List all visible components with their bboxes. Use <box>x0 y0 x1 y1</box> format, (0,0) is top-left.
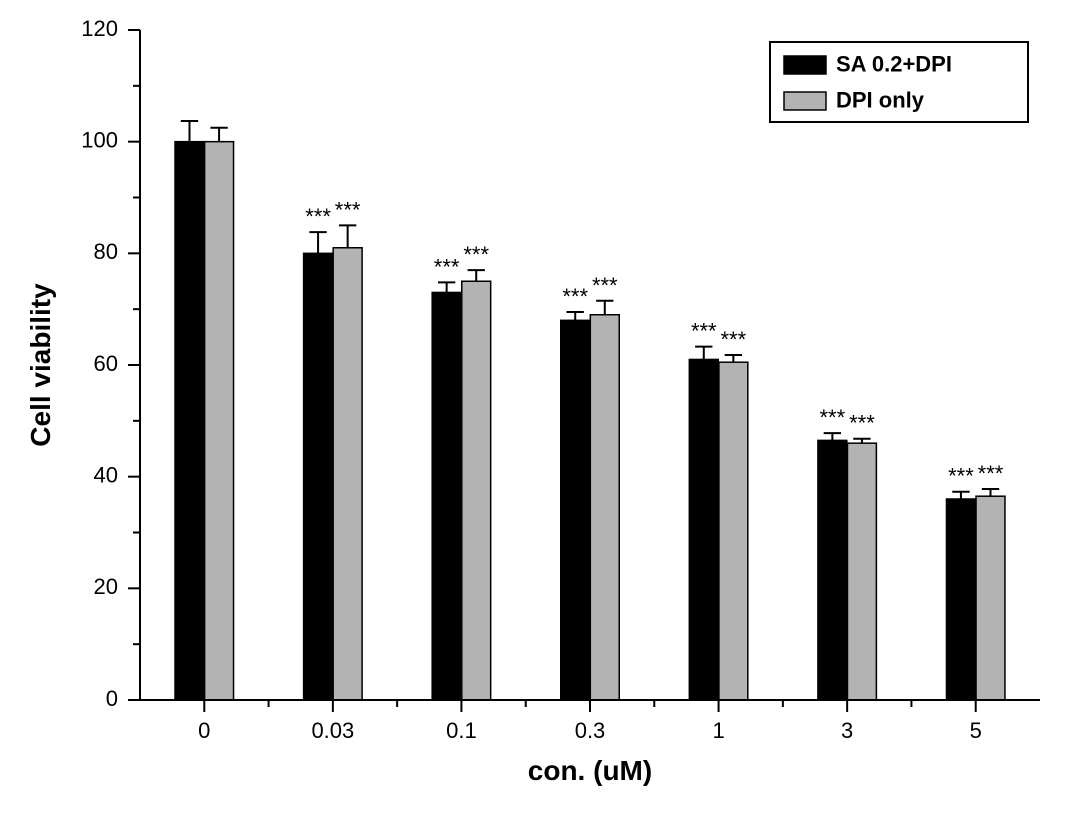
bar <box>946 499 975 700</box>
bar <box>432 292 461 700</box>
bar <box>719 362 748 700</box>
significance-annotation: *** <box>849 411 875 436</box>
bar <box>847 443 876 700</box>
significance-annotation: *** <box>691 319 717 344</box>
bar <box>175 142 204 700</box>
y-tick-label: 20 <box>94 574 118 599</box>
significance-annotation: *** <box>305 204 331 229</box>
significance-annotation: *** <box>820 405 846 430</box>
bar <box>689 359 718 700</box>
y-axis-label: Cell viability <box>25 283 56 447</box>
x-tick-label: 0.03 <box>311 718 354 743</box>
significance-annotation: *** <box>562 284 588 309</box>
bar <box>818 440 847 700</box>
y-tick-label: 120 <box>81 16 118 41</box>
bar <box>561 320 590 700</box>
bar <box>205 142 234 700</box>
legend-swatch <box>784 56 826 74</box>
significance-annotation: *** <box>434 254 460 279</box>
legend-label: SA 0.2+DPI <box>836 51 952 76</box>
significance-annotation: *** <box>592 273 618 298</box>
significance-annotation: *** <box>721 327 747 352</box>
y-tick-label: 60 <box>94 351 118 376</box>
chart-svg: 02040608010012000.03******0.1******0.3**… <box>0 0 1084 828</box>
chart-container: 02040608010012000.03******0.1******0.3**… <box>0 0 1084 828</box>
x-tick-label: 0 <box>198 718 210 743</box>
x-axis-label: con. (uM) <box>528 755 652 786</box>
bar <box>304 253 333 700</box>
x-tick-label: 1 <box>712 718 724 743</box>
significance-annotation: *** <box>463 242 489 267</box>
x-tick-label: 0.1 <box>446 718 477 743</box>
bar <box>333 248 362 700</box>
y-tick-label: 80 <box>94 239 118 264</box>
y-tick-label: 100 <box>81 127 118 152</box>
bar <box>590 315 619 700</box>
significance-annotation: *** <box>978 461 1004 486</box>
bar <box>976 496 1005 700</box>
x-tick-label: 5 <box>970 718 982 743</box>
x-tick-label: 3 <box>841 718 853 743</box>
legend-swatch <box>784 92 826 110</box>
x-tick-label: 0.3 <box>575 718 606 743</box>
bar <box>462 281 491 700</box>
significance-annotation: *** <box>335 197 361 222</box>
legend-label: DPI only <box>836 87 925 112</box>
significance-annotation: *** <box>948 464 974 489</box>
y-tick-label: 0 <box>106 686 118 711</box>
plot-background <box>0 0 1084 828</box>
y-tick-label: 40 <box>94 462 118 487</box>
